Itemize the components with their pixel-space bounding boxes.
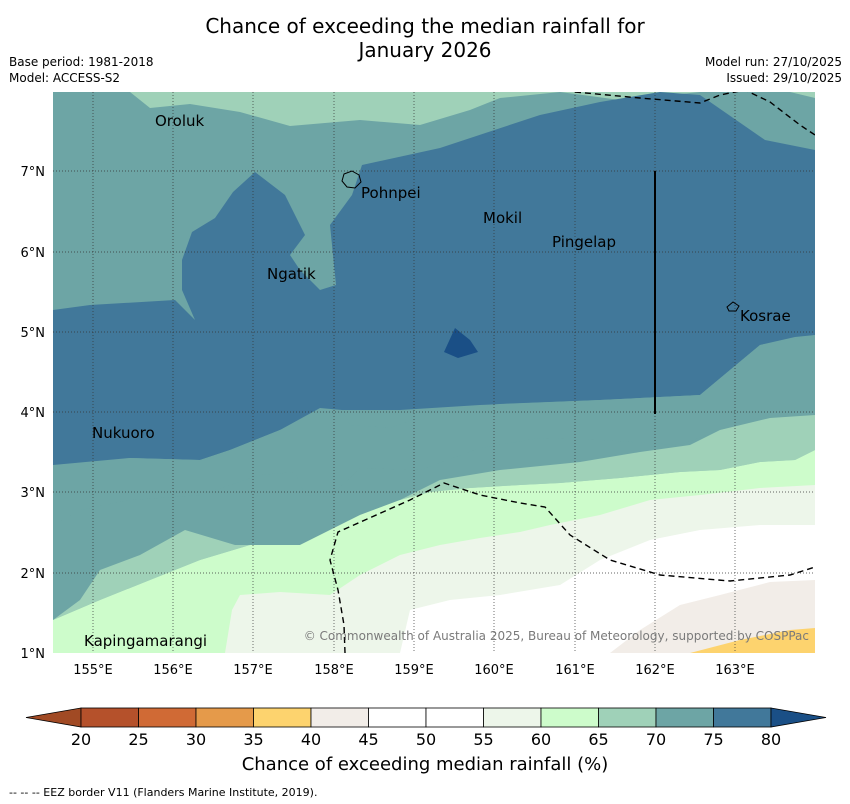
colorbar: 20 25 30 35 40 45 50 55 60 65 70 75 80	[25, 707, 827, 749]
contour-65-70-top	[53, 92, 815, 126]
kosrae-island	[726, 301, 740, 312]
lon-tick: 161°E	[555, 663, 595, 678]
colorbar-tick: 75	[703, 730, 723, 749]
lon-axis: 155°E 156°E 157°E 158°E 159°E 160°E 161°…	[73, 663, 755, 678]
model-run: Model run: 27/10/2025	[704, 55, 842, 69]
copyright-text: © Commonwealth of Australia 2025, Bureau…	[304, 629, 809, 643]
lon-tick: 157°E	[233, 663, 273, 678]
colorbar-label: Chance of exceeding median rainfall (%)	[241, 754, 609, 775]
colorbar-tick: 35	[243, 730, 263, 749]
place-mokil: Mokil	[483, 209, 522, 227]
contour-75-80	[53, 92, 815, 470]
eez-border	[329, 92, 815, 653]
lat-tick: 6°N	[21, 246, 46, 261]
issued-date: Issued: 29/10/2025	[726, 71, 842, 85]
colorbar-tick: 55	[473, 730, 493, 749]
contour-70-75-lower	[53, 335, 815, 525]
contour-65-70-lower	[53, 415, 815, 653]
lat-tick: 3°N	[21, 486, 46, 501]
contour-35-40	[690, 628, 815, 653]
lat-tick: 7°N	[21, 165, 46, 180]
colorbar-tick: 65	[588, 730, 608, 749]
colorbar-tick: 45	[358, 730, 378, 749]
colorbar-segment	[138, 707, 197, 728]
colorbar-segment	[540, 707, 599, 728]
lon-tick: 163°E	[715, 663, 755, 678]
contour-40-45	[610, 580, 815, 653]
place-kosrae: Kosrae	[740, 307, 791, 325]
colorbar-segment	[713, 707, 772, 728]
contour-above-80	[444, 328, 478, 358]
lon-tick: 156°E	[153, 663, 193, 678]
lon-tick: 160°E	[474, 663, 514, 678]
lat-tick: 2°N	[21, 567, 46, 582]
title-line-1: Chance of exceeding the median rainfall …	[205, 14, 645, 38]
colorbar-tick: 25	[128, 730, 148, 749]
colorbar-extend-low	[25, 707, 82, 728]
colorbar-segment	[195, 707, 254, 728]
colorbar-tick: 80	[761, 730, 781, 749]
colorbar-tick: 70	[646, 730, 666, 749]
pohnpei-island	[341, 170, 362, 189]
colorbar-tick: 40	[301, 730, 321, 749]
colorbar-tick: 20	[71, 730, 91, 749]
place-kapingamarangi: Kapingamarangi	[84, 632, 207, 650]
lat-axis: 1°N 2°N 3°N 4°N 5°N 6°N 7°N	[21, 165, 46, 662]
lat-tick: 4°N	[21, 406, 46, 421]
place-nukuoro: Nukuoro	[92, 424, 155, 442]
colorbar-segment	[425, 707, 484, 728]
place-oroluk: Oroluk	[155, 112, 204, 130]
colorbar-segment	[253, 707, 312, 728]
colorbar-segment	[655, 707, 714, 728]
map-area[interactable]: Oroluk Pohnpei Mokil Pingelap Ngatik Kos…	[53, 90, 815, 653]
colorbar-segment	[598, 707, 657, 728]
lat-tick: 5°N	[21, 326, 46, 341]
colorbar-segment	[368, 707, 427, 728]
place-pingelap: Pingelap	[552, 233, 616, 251]
colorbar-tick: 30	[186, 730, 206, 749]
chart-title: Chance of exceeding the median rainfall …	[0, 14, 850, 62]
colorbar-tick: 60	[531, 730, 551, 749]
meta-right: Model run: 27/10/2025 Issued: 29/10/2025	[705, 54, 842, 86]
colorbar-tick: 50	[416, 730, 436, 749]
model-name: Model: ACCESS-S2	[9, 71, 121, 85]
place-pohnpei: Pohnpei	[361, 184, 421, 202]
lon-tick: 158°E	[314, 663, 354, 678]
lon-tick: 155°E	[73, 663, 113, 678]
lon-tick: 162°E	[635, 663, 675, 678]
base-period: Base period: 1981-2018	[9, 55, 154, 69]
colorbar-segment	[310, 707, 369, 728]
title-line-2: January 2026	[358, 38, 492, 62]
colorbar-extend-high	[770, 707, 827, 728]
lon-tick: 159°E	[394, 663, 434, 678]
place-ngatik: Ngatik	[267, 265, 316, 283]
footer-note: -- -- -- EEZ border V11 (Flanders Marine…	[9, 786, 318, 799]
colorbar-segment	[483, 707, 542, 728]
lat-tick: 1°N	[21, 647, 46, 662]
colorbar-segment	[80, 707, 139, 728]
meta-left: Base period: 1981-2018 Model: ACCESS-S2	[9, 54, 154, 86]
